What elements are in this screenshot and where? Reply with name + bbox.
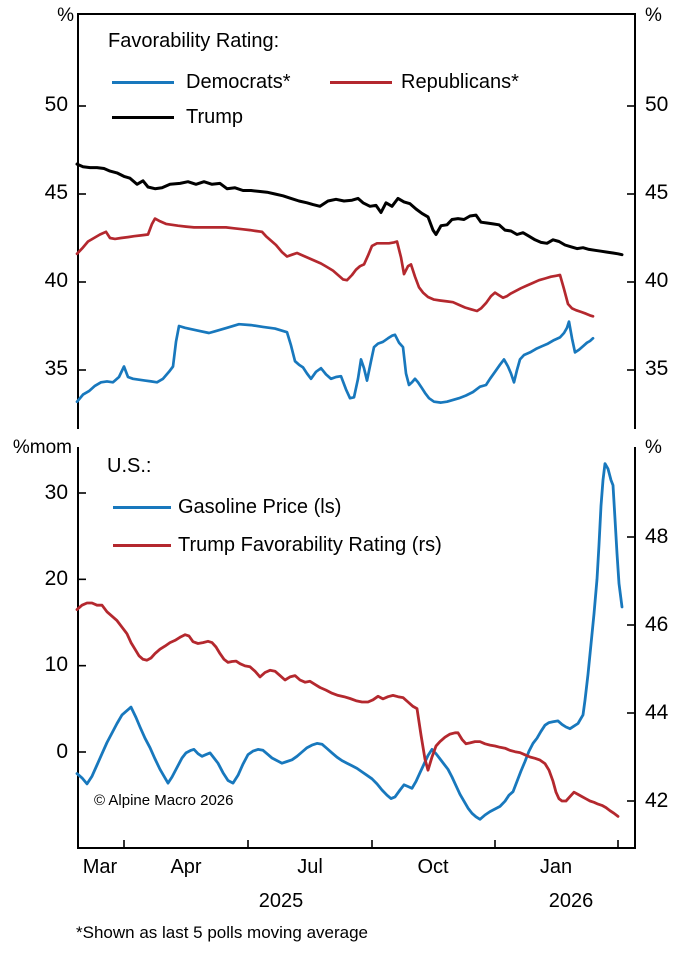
top-ytick-right-35: 35 [645, 357, 669, 380]
bottom-ytick-left-30: 30 [44, 481, 68, 504]
legend-line-democrats [112, 81, 174, 84]
series-democrats [75, 320, 595, 404]
top-ytick-left-35: 35 [44, 357, 68, 380]
xtick-year-2025: 2025 [258, 890, 304, 912]
legend-label-republicans: Republicans* [401, 71, 519, 93]
bottom-ytick-right-44: 44 [645, 701, 669, 724]
bottom-ytick-right-48: 48 [645, 525, 669, 548]
legend-label-trump-favorability: Trump Favorability Rating (rs) [178, 534, 442, 556]
top-axis-unit-left: % [57, 5, 74, 26]
legend-label-democrats: Democrats* [186, 71, 291, 93]
top-ytick-right-50: 50 [645, 93, 669, 116]
bottom-ytick-right-46: 46 [645, 613, 669, 636]
top-axis-unit-right: % [645, 5, 662, 26]
top-ytick-left-40: 40 [44, 269, 68, 292]
xtick-label-apr: Apr [170, 856, 202, 878]
bottom-ytick-left-20: 20 [44, 567, 68, 590]
series-republicans [75, 217, 595, 318]
top-legend-title: Favorability Rating: [108, 30, 280, 52]
legend-line-trump-favorability [113, 544, 171, 547]
bottom-axis-unit-right: % [645, 437, 662, 458]
xtick-label-jul: Jul [297, 856, 323, 878]
bottom-ytick-left-10: 10 [44, 653, 68, 676]
xtick-label-jan: Jan [539, 856, 573, 878]
top-ytick-left-45: 45 [44, 181, 68, 204]
top-ytick-right-40: 40 [645, 269, 669, 292]
legend-label-trump: Trump [186, 106, 244, 128]
bottom-legend-title: U.S.: [107, 455, 152, 477]
xtick-label-oct: Oct [417, 856, 449, 878]
legend-line-gasoline [113, 506, 171, 509]
copyright-note: © Alpine Macro 2026 [94, 792, 234, 809]
legend-line-trump [112, 116, 174, 119]
legend-line-republicans [330, 81, 392, 84]
series-trump-favorability-rating-rs [75, 601, 620, 818]
bottom-axis-unit-left: %mom [12, 437, 72, 458]
series-trump [75, 162, 624, 257]
top-ytick-right-45: 45 [645, 181, 669, 204]
bottom-ytick-left-0: 0 [56, 740, 68, 763]
xtick-year-2026: 2026 [548, 890, 594, 912]
top-ytick-left-50: 50 [44, 93, 68, 116]
legend-label-gasoline: Gasoline Price (ls) [178, 496, 342, 518]
xtick-label-mar: Mar [82, 856, 118, 878]
bottom-ytick-right-42: 42 [645, 789, 669, 812]
footnote: *Shown as last 5 polls moving average [76, 923, 368, 942]
series-gasoline-price-ls [75, 462, 624, 821]
